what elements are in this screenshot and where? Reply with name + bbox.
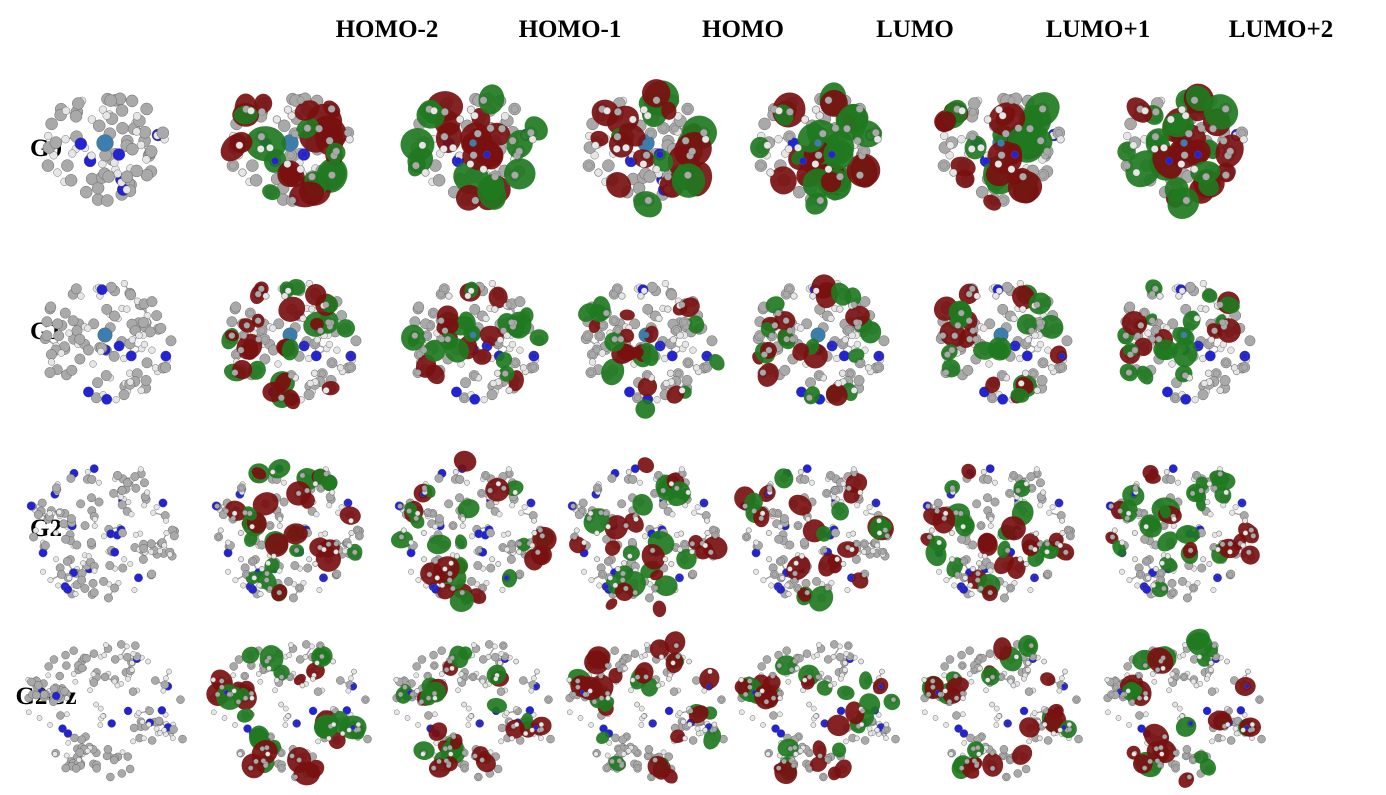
orbital-image-g2cz-lumo+1 [914,625,1089,795]
orbital-image-g0-homo-1 [386,63,561,233]
molecule-render [18,448,193,618]
molecule-render [386,255,561,425]
molecule-render [731,448,906,618]
molecule-render [731,63,906,233]
molecule-render [18,625,193,795]
atom-group [1104,640,1266,781]
orbital-image-g0-lumo [731,63,906,233]
molecule-render [914,448,1089,618]
orbital-image-g1-lumo [731,255,906,425]
orbital-image-g0-lumo+2 [1097,63,1272,233]
atom-group [42,93,169,207]
molecule-render [559,255,734,425]
orbital-lobes [732,652,903,789]
molecule-render [559,63,734,233]
orbital-image-g1-lumo+1 [914,255,1089,425]
molecule-render [203,448,378,618]
orbital-image-g2-structure [18,448,193,618]
column-header-homo-2: HOMO-2 [307,16,467,44]
molecule-render [914,255,1089,425]
orbital-image-g2cz-homo-2 [203,625,378,795]
molecule-render [1097,625,1272,795]
orbital-image-g0-lumo+1 [914,63,1089,233]
orbital-image-g1-homo-2 [203,255,378,425]
orbital-image-g1-homo [559,255,734,425]
molecule-render [203,625,378,795]
orbital-image-g2-lumo [731,448,906,618]
molecule-render [203,63,378,233]
atom-group [25,640,187,781]
molecule-render [731,625,906,795]
atom-group [27,464,179,602]
column-header-lumo: LUMO [835,16,995,44]
molecule-render [1097,255,1272,425]
orbital-image-g1-homo-1 [386,255,561,425]
column-header-homo-1: HOMO-1 [490,16,650,44]
molecule-render [18,255,193,425]
orbital-lobes [929,280,1069,406]
orbital-image-g0-homo-2 [203,63,378,233]
column-header-lumo+1: LUMO+1 [1018,16,1178,44]
molecule-render [203,255,378,425]
orbital-image-g2-homo-1 [386,448,561,618]
orbital-image-g2cz-homo [559,625,734,795]
orbital-image-g1-lumo+2 [1097,255,1272,425]
molecule-render [386,448,561,618]
atom-group [40,280,176,404]
molecule-render [559,448,734,618]
molecule-render [914,63,1089,233]
orbital-image-g2cz-homo-1 [386,625,561,795]
orbital-image-g1-structure [18,255,193,425]
molecule-render [914,625,1089,795]
orbital-image-g0-structure [18,63,193,233]
molecule-render [386,625,561,795]
molecule-render [1097,63,1272,233]
orbital-image-g2cz-lumo [731,625,906,795]
orbital-image-g2-lumo+1 [914,448,1089,618]
atom-group [395,464,547,602]
orbital-image-g2-lumo+2 [1097,448,1272,618]
orbital-image-g0-homo [559,63,734,233]
column-header-lumo+2: LUMO+2 [1201,16,1361,44]
atom-group [393,640,555,781]
orbital-image-g2cz-lumo+2 [1097,625,1272,795]
orbital-image-g2-homo-2 [203,448,378,618]
orbital-lobes [565,628,725,786]
orbital-image-g2cz-structure [18,625,193,795]
molecule-render [386,63,561,233]
molecule-render [1097,448,1272,618]
molecule-render [559,625,734,795]
orbital-image-g2-homo [559,448,734,618]
molecule-render [731,255,906,425]
molecule-render [18,63,193,233]
column-header-homo: HOMO [663,16,823,44]
